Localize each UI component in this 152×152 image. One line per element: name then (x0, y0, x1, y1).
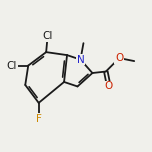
Text: O: O (105, 81, 113, 92)
Text: O: O (115, 53, 123, 63)
Text: F: F (36, 114, 42, 124)
Text: N: N (77, 55, 84, 65)
Text: Cl: Cl (42, 31, 53, 41)
Text: Cl: Cl (7, 60, 17, 71)
